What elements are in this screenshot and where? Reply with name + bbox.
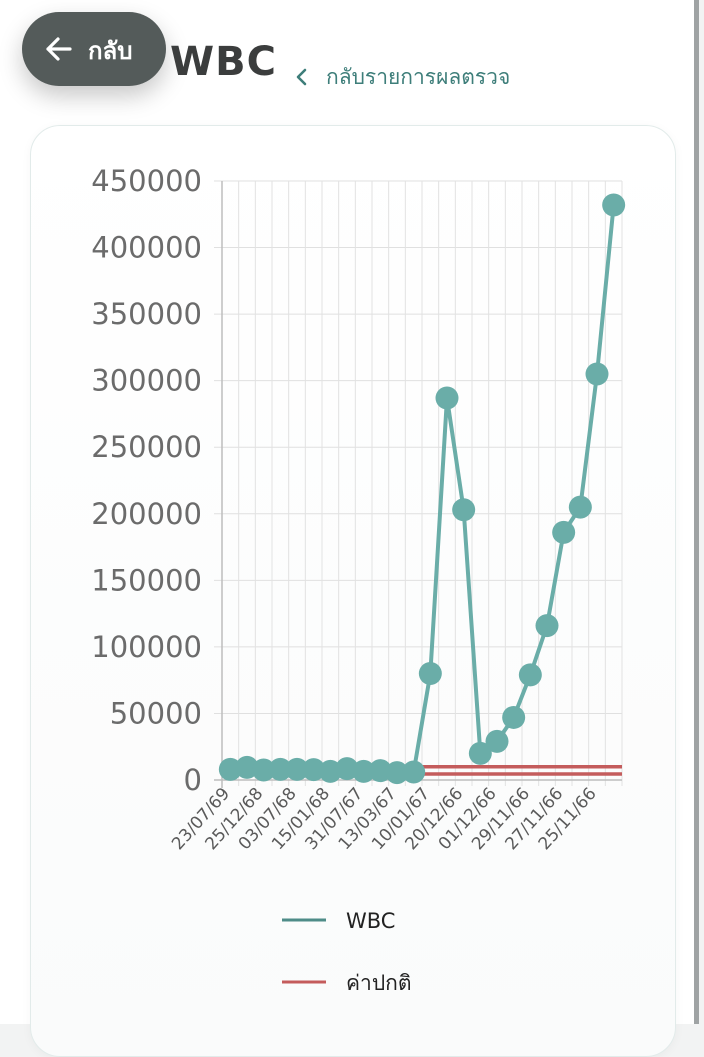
wbc-data-point (218, 757, 242, 781)
y-tick-label: 50000 (110, 696, 202, 730)
chevron-left-icon (296, 68, 307, 86)
wbc-data-point (302, 758, 326, 782)
y-tick-label: 200000 (91, 497, 202, 531)
wbc-data-point (368, 759, 392, 783)
wbc-data-point (352, 759, 376, 783)
wbc-data-point (535, 614, 559, 638)
y-tick-label: 0 (184, 763, 202, 797)
wbc-data-point (452, 498, 476, 522)
wbc-data-point (252, 758, 276, 782)
y-axis-ticks: 450000 400000 350000 300000 250000 200000 1500… (91, 164, 202, 797)
wbc-data-point (485, 729, 509, 753)
y-tick-label: 250000 (91, 430, 202, 464)
y-tick-label: 300000 (91, 364, 202, 398)
page-title: WBC (170, 39, 277, 85)
wbc-data-point (568, 495, 592, 519)
back-button-label: กลับ (88, 37, 133, 65)
wbc-data-point (502, 705, 526, 729)
y-tick-label: 450000 (91, 164, 202, 198)
y-tick-label: 350000 (91, 297, 202, 331)
wbc-data-point (285, 757, 309, 781)
arrow-left-icon (46, 37, 72, 61)
wbc-data-point (385, 761, 409, 785)
back-button[interactable]: กลับ (22, 12, 166, 86)
wbc-data-point (518, 663, 542, 687)
wbc-data-point (402, 760, 426, 784)
wbc-data-point (418, 662, 442, 686)
wbc-data-point (468, 741, 492, 765)
wbc-data-point (268, 757, 292, 781)
wbc-line-chart: 450000 400000 350000 300000 250000 200000 1500… (91, 164, 626, 995)
legend-label-normal: ค่าปกติ (346, 971, 412, 995)
wbc-data-point (602, 193, 626, 217)
normal-range-band (407, 764, 622, 776)
wbc-series (218, 193, 626, 785)
x-axis-ticks: 23/07/6925/12/6803/07/6815/01/6831/07/67… (168, 784, 601, 854)
legend-label-wbc: WBC (346, 909, 395, 933)
wbc-data-point (585, 362, 609, 386)
scrollbar[interactable] (694, 0, 699, 1024)
chart-legend: WBC ค่าปกติ (282, 909, 412, 995)
back-to-results-link[interactable]: กลับรายการผลตรวจ (294, 62, 510, 92)
chart-card (30, 125, 676, 1057)
wbc-data-point (435, 386, 459, 410)
y-tick-label: 100000 (91, 630, 202, 664)
y-tick-label: 150000 (91, 563, 202, 597)
chart-grid (214, 180, 623, 788)
wbc-data-point (552, 520, 576, 544)
back-link-label: กลับรายการผลตรวจ (326, 64, 511, 89)
y-tick-label: 400000 (91, 231, 202, 265)
